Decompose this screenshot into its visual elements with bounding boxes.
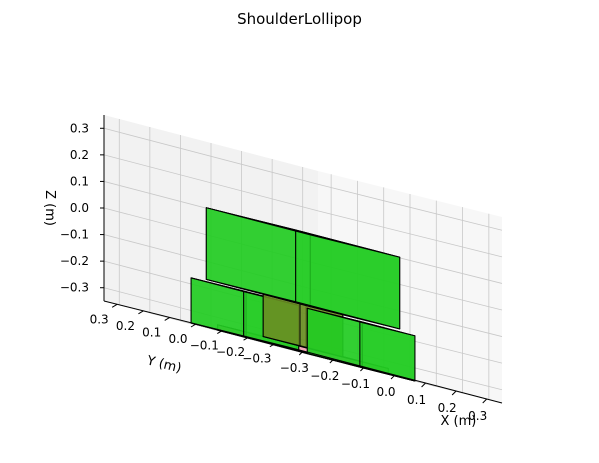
z-tick-label: 0.3 <box>70 121 89 135</box>
z-tick-label: −0.3 <box>60 281 89 295</box>
y-tick <box>138 310 144 315</box>
x-tick-label: 0.0 <box>376 385 395 399</box>
y-tick-label: −0.1 <box>190 339 219 353</box>
x-tick-label: 0.1 <box>407 393 426 407</box>
y-tick-label: −0.3 <box>242 352 271 366</box>
z-tick-label: 0.2 <box>70 148 89 162</box>
x-tick <box>482 398 488 404</box>
x-tick <box>421 382 426 388</box>
x-axis-label: X (m) <box>441 414 477 429</box>
right-shoulder-face-top <box>306 307 416 337</box>
x-tick-label: −0.2 <box>310 369 339 383</box>
z-tick-label: 0.0 <box>70 201 89 215</box>
y-tick <box>269 343 276 348</box>
z-tick-label: 0.1 <box>70 174 89 188</box>
chart-title: ShoulderLollipop <box>237 10 362 28</box>
y-tick <box>243 336 249 341</box>
x-tick-label: 0.2 <box>438 401 457 415</box>
z-tick-label: −0.2 <box>60 254 89 268</box>
z-tick-label: −0.1 <box>60 228 89 242</box>
x-tick-label: −0.3 <box>280 361 309 375</box>
y-tick <box>217 330 223 335</box>
grid-line <box>317 183 503 231</box>
y-tick <box>164 316 170 321</box>
y-tick-label: 0.0 <box>168 332 187 346</box>
x-tick <box>360 366 365 372</box>
y-tick <box>190 323 197 328</box>
y-tick-label: 0.1 <box>142 325 161 339</box>
z-axis-label: Z (m) <box>42 190 57 226</box>
y-tick-label: −0.2 <box>216 345 245 359</box>
x-tick <box>390 374 396 380</box>
y-axis-label: Y (m) <box>144 353 182 376</box>
top-block-face-top <box>205 207 401 258</box>
grid-line <box>103 154 319 212</box>
x-tick <box>298 350 304 356</box>
y-tick-label: 0.2 <box>116 319 135 333</box>
x-tick <box>329 358 335 364</box>
y-tick-label: 0.3 <box>90 312 109 326</box>
grid-line <box>103 127 319 185</box>
x-tick-label: −0.1 <box>341 377 370 391</box>
x-tick-label: 0.3 <box>468 409 487 423</box>
x-tick <box>451 390 457 396</box>
grid-line <box>317 210 503 258</box>
y-tick <box>111 303 118 308</box>
